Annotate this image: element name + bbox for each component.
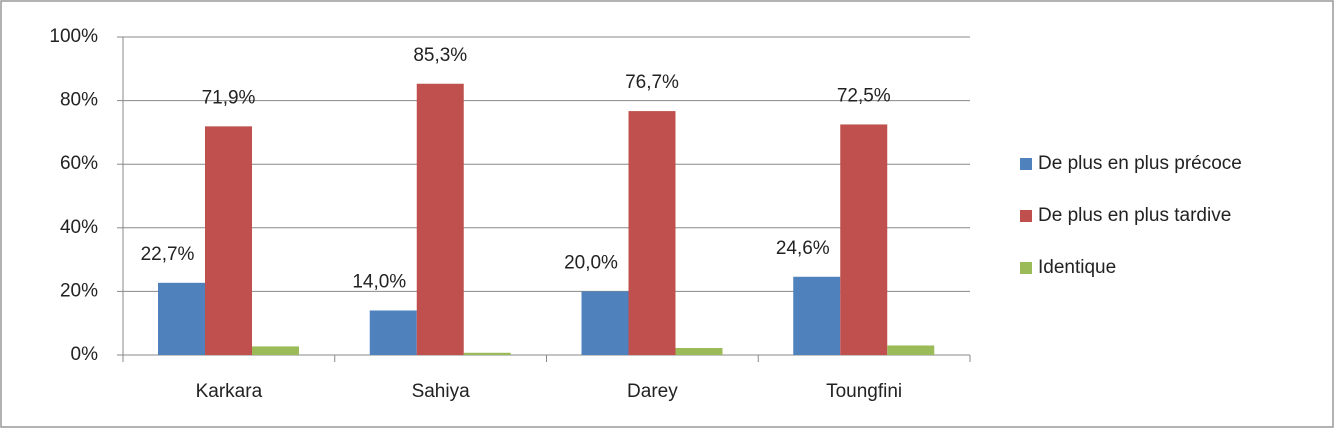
bar (793, 276, 841, 355)
y-tick-label: 20% (60, 280, 98, 301)
legend-swatch (1020, 210, 1032, 222)
bar (628, 111, 676, 356)
y-tick-label: 60% (60, 153, 98, 174)
bar (675, 348, 723, 355)
legend-label: Identique (1038, 257, 1116, 278)
legend-label: De plus en plus tardive (1038, 205, 1231, 226)
bar (463, 352, 511, 355)
value-label: 22,7% (141, 244, 195, 265)
x-tick-label: Karkara (196, 381, 263, 402)
legend-label: De plus en plus précoce (1038, 153, 1242, 174)
value-label: 20,0% (564, 252, 618, 273)
y-tick-label: 80% (60, 90, 98, 111)
legend-swatch (1020, 262, 1032, 274)
value-label: 24,6% (776, 238, 830, 259)
value-label: 14,0% (352, 271, 406, 292)
x-tick-label: Toungfini (826, 381, 902, 402)
value-label: 76,7% (625, 72, 679, 93)
y-tick-label: 0% (71, 344, 99, 365)
bar (158, 282, 205, 355)
value-label: 72,5% (837, 85, 891, 106)
bar (581, 291, 629, 355)
bar (369, 310, 417, 355)
bar (205, 126, 252, 355)
legend-swatch (1020, 158, 1032, 170)
value-label: 71,9% (202, 87, 256, 108)
bar (252, 346, 299, 355)
bar (887, 345, 935, 355)
x-tick-label: Darey (627, 381, 678, 402)
bar (840, 124, 888, 355)
x-tick-label: Sahiya (412, 381, 471, 402)
y-tick-label: 40% (60, 217, 98, 238)
value-label: 85,3% (413, 45, 467, 66)
y-tick-label: 100% (49, 26, 98, 47)
bar (416, 83, 464, 355)
